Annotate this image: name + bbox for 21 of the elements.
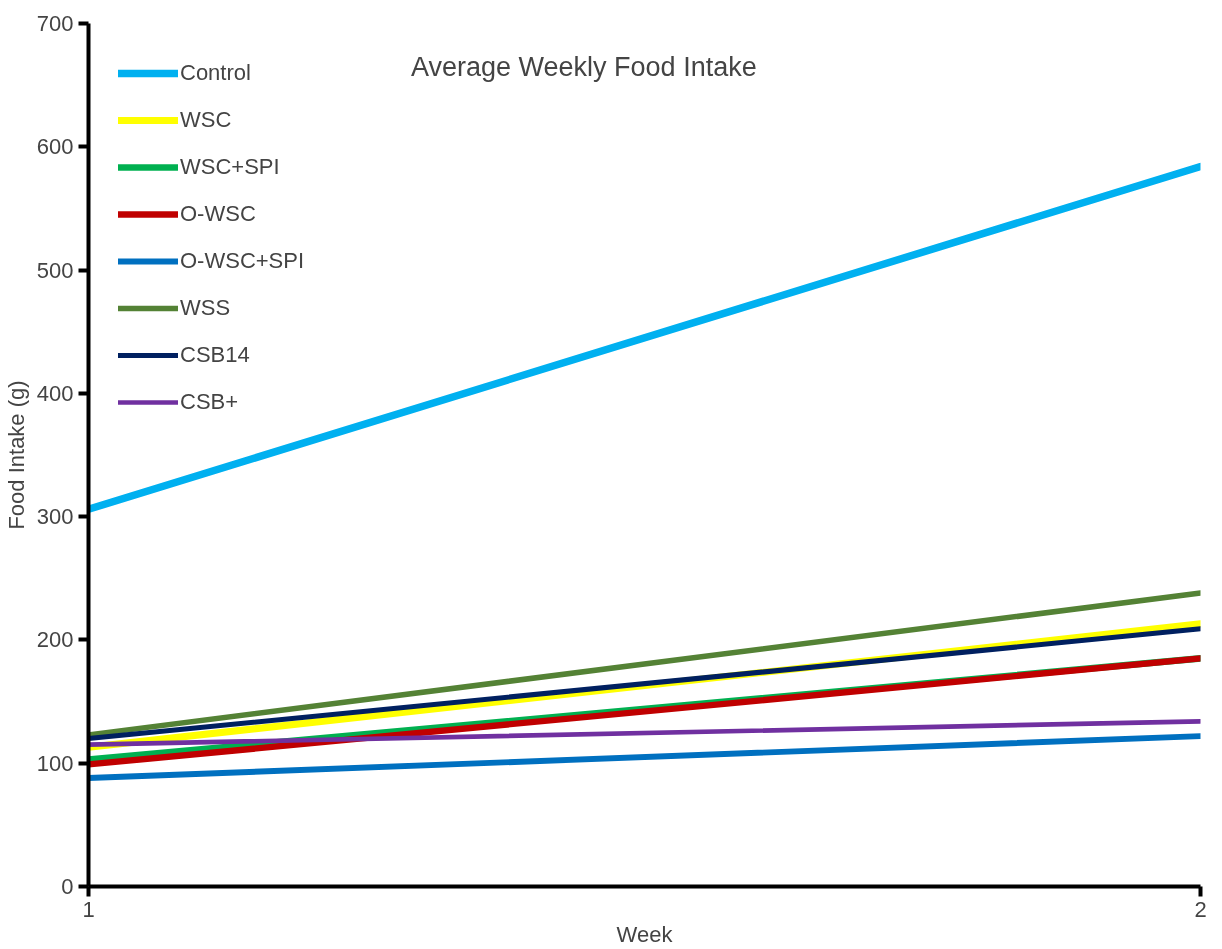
legend-label: WSC+SPI <box>180 154 280 180</box>
y-tick-label: 500 <box>36 257 74 283</box>
x-tick-label: 1 <box>82 896 95 922</box>
legend-label: O-WSC <box>180 201 256 227</box>
y-tick-label: 0 <box>61 874 74 899</box>
legend-label: WSC <box>180 107 232 133</box>
legend-label: CSB14 <box>180 342 250 368</box>
y-tick-label: 400 <box>36 380 74 406</box>
y-tick-label: 300 <box>36 504 74 530</box>
x-tick-label: 2 <box>1194 896 1207 922</box>
y-tick-label: 600 <box>36 134 74 160</box>
y-tick-label: 100 <box>36 750 74 776</box>
legend-label: WSS <box>180 295 231 321</box>
y-tick-label: 200 <box>36 627 74 653</box>
y-tick-label: 700 <box>36 11 74 36</box>
text: Average Weekly Food Intake <box>410 51 757 82</box>
legend-label: CSB+ <box>180 389 239 415</box>
legend-label: O-WSC+SPI <box>180 248 305 274</box>
legend-label: Control <box>180 60 251 86</box>
y-axis-title: Food Intake (g) <box>3 380 29 530</box>
x-axis-title: Week <box>616 921 674 947</box>
